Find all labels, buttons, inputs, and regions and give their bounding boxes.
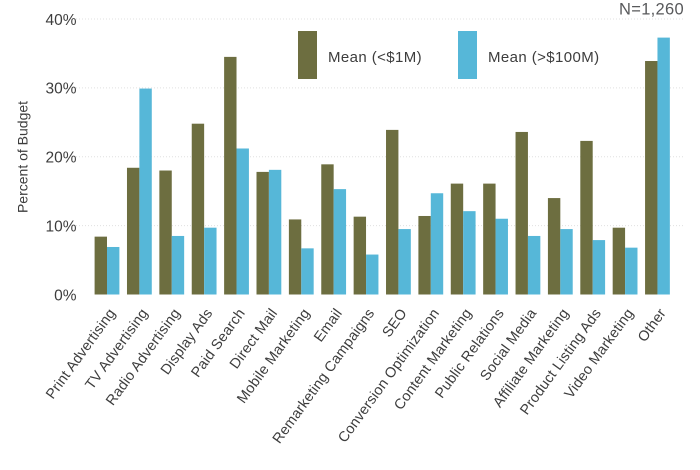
svg-text:10%: 10% bbox=[45, 218, 76, 235]
svg-text:N=1,260: N=1,260 bbox=[619, 1, 684, 19]
svg-text:30%: 30% bbox=[45, 81, 76, 98]
svg-text:Percent of Budget: Percent of Budget bbox=[15, 101, 31, 213]
svg-text:0%: 0% bbox=[54, 287, 77, 304]
svg-text:Mean (<$1M): Mean (<$1M) bbox=[328, 49, 422, 66]
svg-text:40%: 40% bbox=[45, 12, 76, 29]
svg-text:Mean (>$100M): Mean (>$100M) bbox=[488, 49, 600, 66]
svg-text:20%: 20% bbox=[45, 150, 76, 167]
